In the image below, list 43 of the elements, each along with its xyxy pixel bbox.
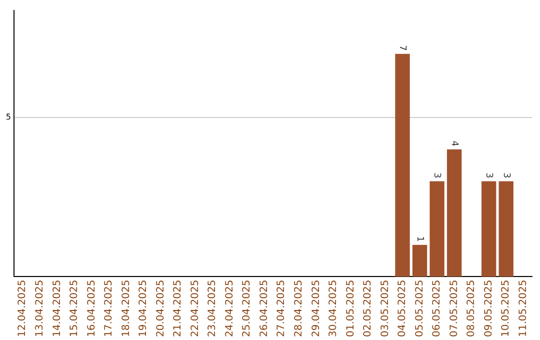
bar [395, 54, 410, 277]
x-tick-label: 05.05.2025 [414, 280, 426, 338]
data-label: 4 [448, 140, 459, 147]
bar [446, 149, 462, 277]
x-tick-label: 04.05.2025 [397, 280, 408, 338]
x-tick-label: 28.04.2025 [293, 280, 304, 338]
x-tick-label: 03.05.2025 [380, 280, 391, 338]
bar [481, 181, 496, 277]
x-tick-label: 18.04.2025 [120, 280, 132, 338]
x-tick-label: 20.04.2025 [155, 280, 166, 338]
x-tick-label: 29.04.2025 [310, 280, 322, 338]
data-label: 3 [483, 172, 494, 178]
x-tick-label: 01.05.2025 [345, 280, 356, 338]
x-tick-label: 11.05.2025 [518, 280, 529, 338]
x-tick-label: 25.04.2025 [242, 280, 253, 338]
x-tick-label: 08.05.2025 [466, 280, 478, 338]
data-label: 3 [432, 172, 442, 178]
x-tick-label: 27.04.2025 [276, 280, 288, 338]
x-tick-label: 10.05.2025 [500, 280, 512, 338]
x-tick-label: 23.04.2025 [207, 280, 218, 338]
x-tick-label: 21.04.2025 [172, 280, 184, 338]
x-tick-label: 24.04.2025 [224, 280, 236, 338]
bar [498, 181, 514, 277]
x-tick-label: 22.04.2025 [190, 280, 201, 338]
data-label: 1 [414, 236, 424, 242]
bar [412, 244, 428, 277]
x-tick-label: 30.04.2025 [328, 280, 340, 338]
x-tick-label: 13.04.2025 [34, 280, 46, 338]
data-label: 7 [397, 45, 408, 51]
x-tick-label: 26.04.2025 [258, 280, 270, 338]
x-tick-label: 06.05.2025 [432, 280, 443, 338]
data-label: 3 [500, 172, 511, 178]
x-tick-label: 14.04.2025 [52, 280, 63, 338]
x-tick-label: 12.04.2025 [17, 280, 28, 338]
ref-line-label: 5 [6, 112, 11, 122]
x-tick-label: 17.04.2025 [104, 280, 115, 338]
x-tick-label: 16.04.2025 [86, 280, 98, 338]
x-tick-label: 15.04.2025 [69, 280, 80, 338]
x-tick-label: 19.04.2025 [138, 280, 150, 338]
x-tick-label: 02.05.2025 [362, 280, 374, 338]
bar [430, 181, 444, 277]
x-tick-label: 09.05.2025 [483, 280, 494, 338]
x-tick-label: 07.05.2025 [448, 280, 460, 338]
